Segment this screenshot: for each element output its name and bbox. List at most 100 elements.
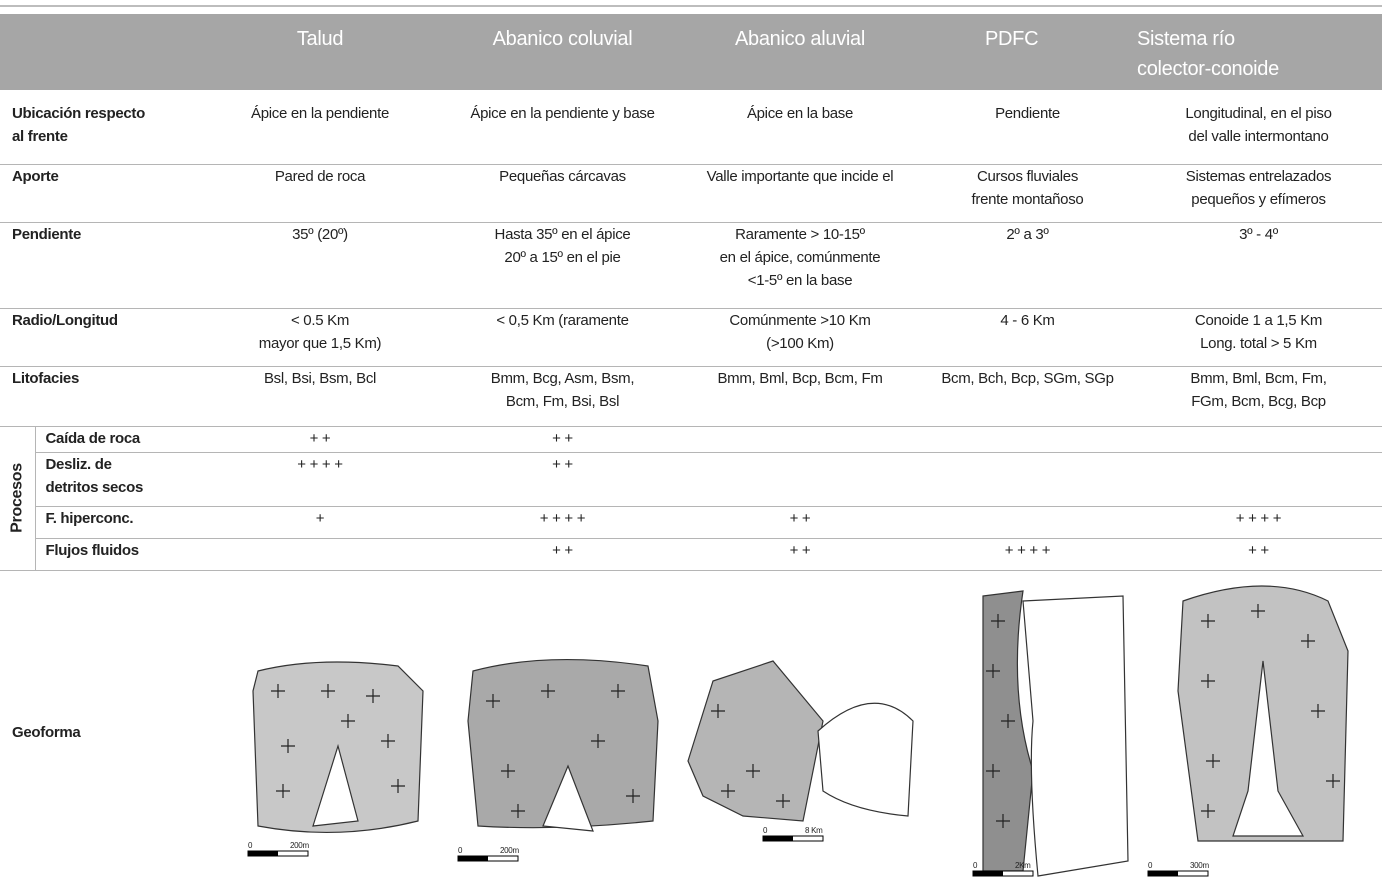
scale-bar-fill: [973, 870, 1003, 876]
cell: Ápice en la base: [680, 102, 920, 165]
cell: Bsl, Bsi, Bsm, Bcl: [195, 366, 445, 427]
plus-mark: [986, 763, 1000, 778]
geoforma-sketch: 0 2Km: [972, 589, 1129, 877]
spacer: [0, 90, 1382, 102]
cell: [920, 452, 1135, 507]
geoforma-sketch: 0 200m: [457, 658, 659, 861]
plus-mark: [991, 613, 1005, 628]
deposit: [1022, 594, 1129, 877]
cell: [680, 452, 920, 507]
scale-label: 0: [248, 841, 253, 850]
row-label: Geoforma: [12, 723, 81, 741]
process-group: Procesos: [0, 426, 36, 571]
cell: [680, 426, 920, 453]
column-header: Abanico aluvial: [680, 14, 920, 90]
cell: [920, 426, 1135, 453]
geoforma-cell: 0 300m: [1135, 570, 1382, 894]
plus-mark: [1201, 803, 1215, 818]
cell: Bcm, Bch, Bcp, SGm, SGp: [920, 366, 1135, 427]
terrain: [467, 658, 659, 828]
cell: Bmm, Bml, Bcp, Bcm, Fm: [680, 366, 920, 427]
cell: + +: [445, 426, 680, 453]
geoforma-sketch: 0 8 Km: [687, 659, 914, 841]
process-row: Desliz. de detritos secos + + + + + +: [0, 452, 1382, 507]
cell: [920, 506, 1135, 539]
plus-mark: [391, 778, 405, 793]
plus-mark: [1001, 713, 1015, 728]
plus-mark: [776, 793, 790, 808]
deposit: [817, 702, 914, 817]
process-label: Caída de roca: [35, 426, 195, 453]
cell: [195, 538, 445, 571]
process-label: F. hiperconc.: [35, 506, 195, 539]
plus-mark: [996, 813, 1010, 828]
cell: [1135, 426, 1382, 453]
cell: + + + +: [445, 506, 680, 539]
cell: + +: [680, 506, 920, 539]
process-group-label: Procesos: [8, 463, 26, 533]
plus-mark: [321, 683, 335, 698]
cell: Longitudinal, en el piso del valle inter…: [1135, 102, 1382, 165]
row-label: Pendiente: [0, 222, 195, 309]
plus-mark: [486, 693, 500, 708]
cell: + +: [1135, 538, 1382, 571]
plus-mark: [366, 688, 380, 703]
cell: Bmm, Bcg, Asm, Bsm, Bcm, Fm, Bsi, Bsl: [445, 366, 680, 427]
scale-label: 2Km: [1015, 861, 1031, 870]
deposit: [542, 763, 594, 832]
cell: + +: [445, 452, 680, 507]
cell: Pequeñas cárcavas: [445, 164, 680, 223]
cell: + +: [195, 426, 445, 453]
scale-label: 200m: [500, 846, 519, 855]
process-label: Flujos fluidos: [35, 538, 195, 571]
plus-mark: [271, 683, 285, 698]
cell: Cursos fluviales frente montañoso: [920, 164, 1135, 223]
cell: + + + +: [1135, 506, 1382, 539]
table-row: Aporte Pared de roca Pequeñas cárcavas Vall…: [0, 164, 1382, 223]
plus-mark: [381, 733, 395, 748]
scale-label: 8 Km: [805, 826, 823, 835]
cell: Pendiente: [920, 102, 1135, 165]
cell: 2º a 3º: [920, 222, 1135, 309]
cell: 4 - 6 Km: [920, 308, 1135, 367]
cell: Raramente > 10-15º en el ápice, comúnmen…: [680, 222, 920, 309]
plus-mark: [711, 703, 725, 718]
geoforma-sketch: 0 300m: [1147, 584, 1349, 876]
geoforma-cell: 0 200m: [445, 570, 680, 894]
cell: + + + +: [195, 452, 445, 507]
column-header: Abanico coluvial: [445, 14, 680, 90]
cell: 3º - 4º: [1135, 222, 1382, 309]
column-header: Talud: [195, 14, 445, 90]
row-label: Ubicación respecto al frente: [0, 102, 195, 165]
plus-mark: [626, 788, 640, 803]
row-label: Radio/Longitud: [0, 308, 195, 367]
scale-bar-fill: [763, 835, 793, 841]
scale-label: 0: [973, 861, 978, 870]
plus-mark: [511, 803, 525, 818]
plus-mark: [1301, 633, 1315, 648]
geoforma-cell: 0 2Km: [920, 570, 1135, 894]
scale-bar-fill: [1148, 870, 1178, 876]
table-row: Radio/Longitud < 0.5 Km mayor que 1,5 Km)…: [0, 308, 1382, 367]
scale-label: 0: [763, 826, 768, 835]
process-label: Desliz. de detritos secos: [35, 452, 195, 507]
geoforma-cell: 0 200m: [195, 570, 445, 894]
comparison-table: Talud Abanico coluvial Abanico aluvial PDFC…: [0, 14, 1382, 894]
cell: Comúnmente >10 Km (>100 Km): [680, 308, 920, 367]
cell: + +: [445, 538, 680, 571]
cell: Pared de roca: [195, 164, 445, 223]
plus-mark: [1201, 673, 1215, 688]
geoforma-cell: 0 8 Km: [680, 570, 920, 894]
process-row: Procesos Caída de roca + + + +: [0, 426, 1382, 571]
deposit: [1232, 660, 1305, 837]
cell: < 0.5 Km mayor que 1,5 Km): [195, 308, 445, 367]
cell: [1135, 452, 1382, 507]
cell: Sistemas entrelazados pequeños y efímero…: [1135, 164, 1382, 223]
deposit: [312, 743, 359, 827]
plus-mark: [591, 733, 605, 748]
scale-label: 200m: [290, 841, 309, 850]
plus-mark: [276, 783, 290, 798]
table-row: Litofacies Bsl, Bsi, Bsm, Bcl Bmm, Bcg, As…: [0, 366, 1382, 427]
table-row: Ubicación respecto al frente Ápice en la …: [0, 102, 1382, 165]
